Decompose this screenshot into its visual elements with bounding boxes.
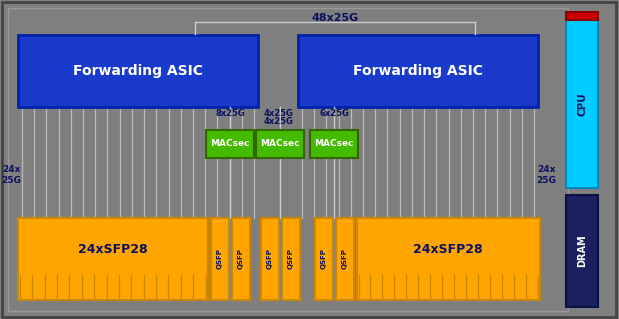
- Text: 4x25G: 4x25G: [263, 117, 293, 127]
- Text: 6x25G: 6x25G: [319, 108, 349, 117]
- Text: 24x
25G: 24x 25G: [536, 165, 556, 185]
- Text: QSFP: QSFP: [321, 249, 326, 270]
- Bar: [310, 130, 358, 158]
- Text: Forwarding ASIC: Forwarding ASIC: [73, 64, 203, 78]
- Text: DRAM: DRAM: [577, 235, 587, 267]
- Text: MACsec: MACsec: [260, 139, 300, 149]
- Bar: [210, 218, 228, 300]
- Text: 24xSFP28: 24xSFP28: [413, 243, 483, 256]
- Bar: [256, 130, 304, 158]
- Text: QSFP: QSFP: [287, 249, 293, 270]
- Bar: [314, 218, 332, 300]
- Text: QSFP: QSFP: [238, 249, 243, 270]
- Bar: [18, 35, 258, 107]
- Text: 4x25G: 4x25G: [263, 108, 293, 117]
- Text: 24xSFP28: 24xSFP28: [78, 243, 147, 256]
- Bar: [261, 218, 279, 300]
- Text: Forwarding ASIC: Forwarding ASIC: [353, 64, 483, 78]
- Text: QSFP: QSFP: [267, 249, 272, 270]
- Text: 24x
25G: 24x 25G: [1, 165, 21, 185]
- Bar: [298, 35, 538, 107]
- Bar: [335, 218, 353, 300]
- Bar: [282, 218, 300, 300]
- Bar: [357, 218, 540, 300]
- Text: 8x25G: 8x25G: [215, 108, 245, 117]
- Bar: [566, 195, 598, 307]
- Bar: [566, 12, 598, 20]
- Bar: [206, 130, 254, 158]
- Text: MACsec: MACsec: [314, 139, 353, 149]
- Bar: [232, 218, 249, 300]
- Text: MACsec: MACsec: [210, 139, 249, 149]
- Text: 48x25G: 48x25G: [311, 13, 358, 23]
- Bar: [18, 218, 207, 300]
- Text: QSFP: QSFP: [217, 249, 222, 270]
- Text: CPU: CPU: [577, 92, 587, 116]
- Bar: [566, 20, 598, 188]
- Text: QSFP: QSFP: [342, 249, 347, 270]
